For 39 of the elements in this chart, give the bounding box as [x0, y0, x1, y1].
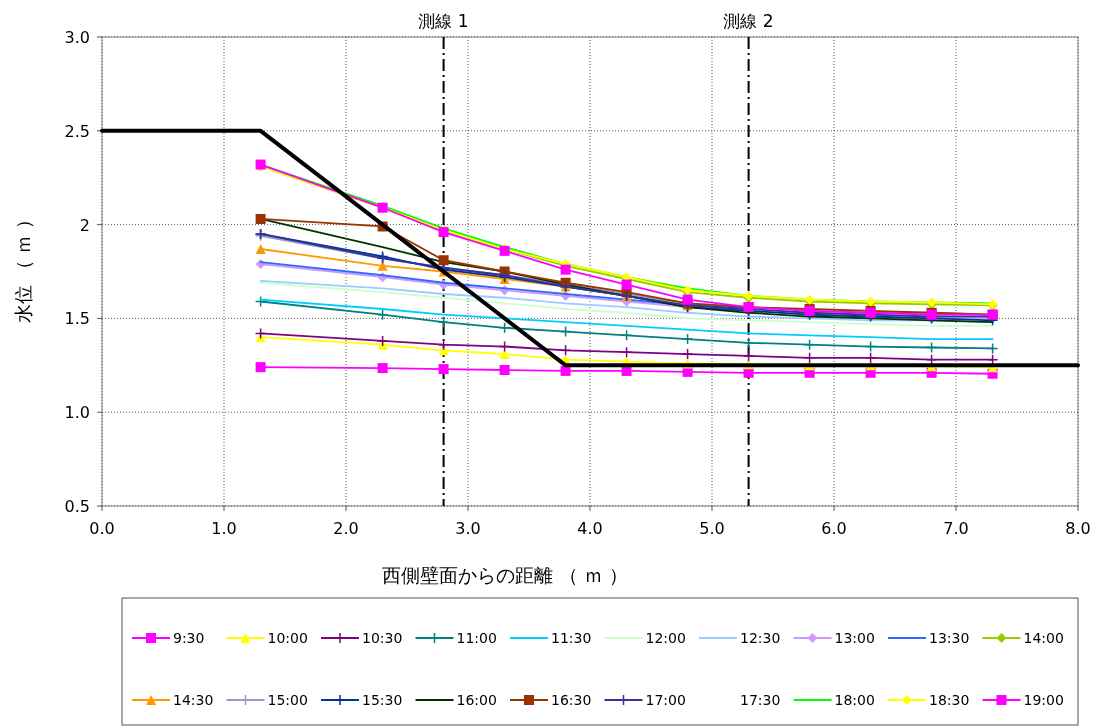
legend-label: 15:30 [362, 692, 403, 708]
legend-label: 11:00 [456, 630, 497, 646]
legend-label: 10:00 [267, 630, 308, 646]
legend-label: 14:00 [1023, 630, 1064, 646]
y-tick-label: 2.5 [64, 121, 90, 141]
legend-label: 16:00 [456, 692, 497, 708]
legend-label: 9:30 [173, 630, 205, 646]
y-tick-label: 1.0 [64, 403, 90, 423]
x-tick-label: 1.0 [211, 519, 237, 538]
x-tick-label: 0.0 [89, 519, 115, 538]
x-tick-label: 8.0 [1065, 519, 1091, 538]
x-tick-label: 3.0 [455, 519, 481, 538]
ref-line-label: 測線 1 [418, 11, 469, 31]
legend-label: 10:30 [362, 630, 403, 646]
legend-label: 13:30 [929, 630, 970, 646]
x-tick-label: 6.0 [821, 519, 847, 538]
legend-label: 18:00 [834, 692, 875, 708]
legend-label: 18:30 [929, 692, 970, 708]
y-tick-label: 2 [79, 215, 90, 235]
legend-label: 14:30 [173, 692, 214, 708]
legend-label: 15:00 [267, 692, 308, 708]
x-tick-label: 5.0 [699, 519, 725, 538]
legend-label: 19:00 [1023, 692, 1064, 708]
x-tick-label: 4.0 [577, 519, 603, 538]
legend-label: 13:00 [834, 630, 875, 646]
legend-label: 17:00 [645, 692, 686, 708]
x-tick-label: 7.0 [943, 519, 969, 538]
x-axis-title: 西側壁面からの距離 （ ｍ ） [381, 564, 629, 586]
legend-label: 16:30 [551, 692, 592, 708]
legend-label: 12:00 [645, 630, 686, 646]
ref-line-label: 測線 2 [723, 11, 774, 31]
y-axis-title: 水位 （ ｍ ） [12, 209, 34, 324]
legend-label: 11:30 [551, 630, 592, 646]
text: 17:30 [740, 692, 781, 708]
x-tick-label: 2.0 [333, 519, 359, 538]
legend-label: 12:30 [740, 630, 781, 646]
y-tick-label: 1.5 [64, 309, 90, 329]
y-tick-label: 0.5 [64, 497, 90, 516]
y-tick-label: 3.0 [64, 28, 90, 47]
